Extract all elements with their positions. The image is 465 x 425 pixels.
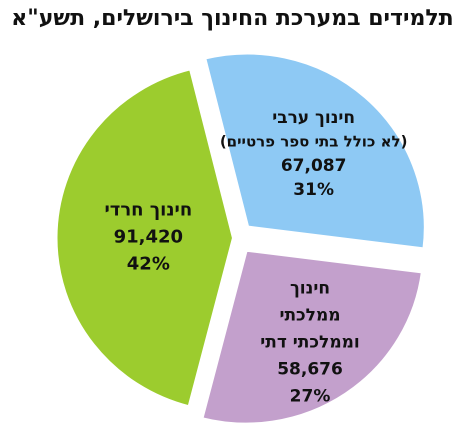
slice-label-group-2: חינוך חרדי 91,420 42% [104,200,192,275]
slice-2-label-line-0: חינוך חרדי [104,200,192,221]
slice-1-percent-label: 27% [290,386,331,406]
slice-2-value-label: 91,420 [114,227,183,248]
slice-0-value-label: 67,087 [281,156,347,176]
slice-0-label-line-1: (לא כולל בתי ספר פרטיים) [220,133,408,151]
slice-0-label-line-0: חינוך ערבי [272,108,355,128]
slice-1-label-line-0: חינוך [290,278,330,298]
pie-slice-1 [199,247,425,425]
pie-slice-2 [53,66,236,410]
pie-slice-0 [202,50,428,252]
slice-label-group-1: חינוך ממלכתי וממלכתי דתי 58,676 27% [260,278,360,406]
slice-0-percent-label: 31% [293,180,334,200]
slice-label-group-0: חינוך ערבי (לא כולל בתי ספר פרטיים) 67,087… [220,108,408,200]
chart-title: תלמידים במערכת החינוך בירושלים, תשע"א [11,6,454,31]
slice-1-value-label: 58,676 [277,359,343,379]
slice-2-percent-label: 42% [127,254,170,275]
slice-1-label-line-2: וממלכתי דתי [260,332,360,352]
slice-1-label-line-1: ממלכתי [279,305,340,325]
